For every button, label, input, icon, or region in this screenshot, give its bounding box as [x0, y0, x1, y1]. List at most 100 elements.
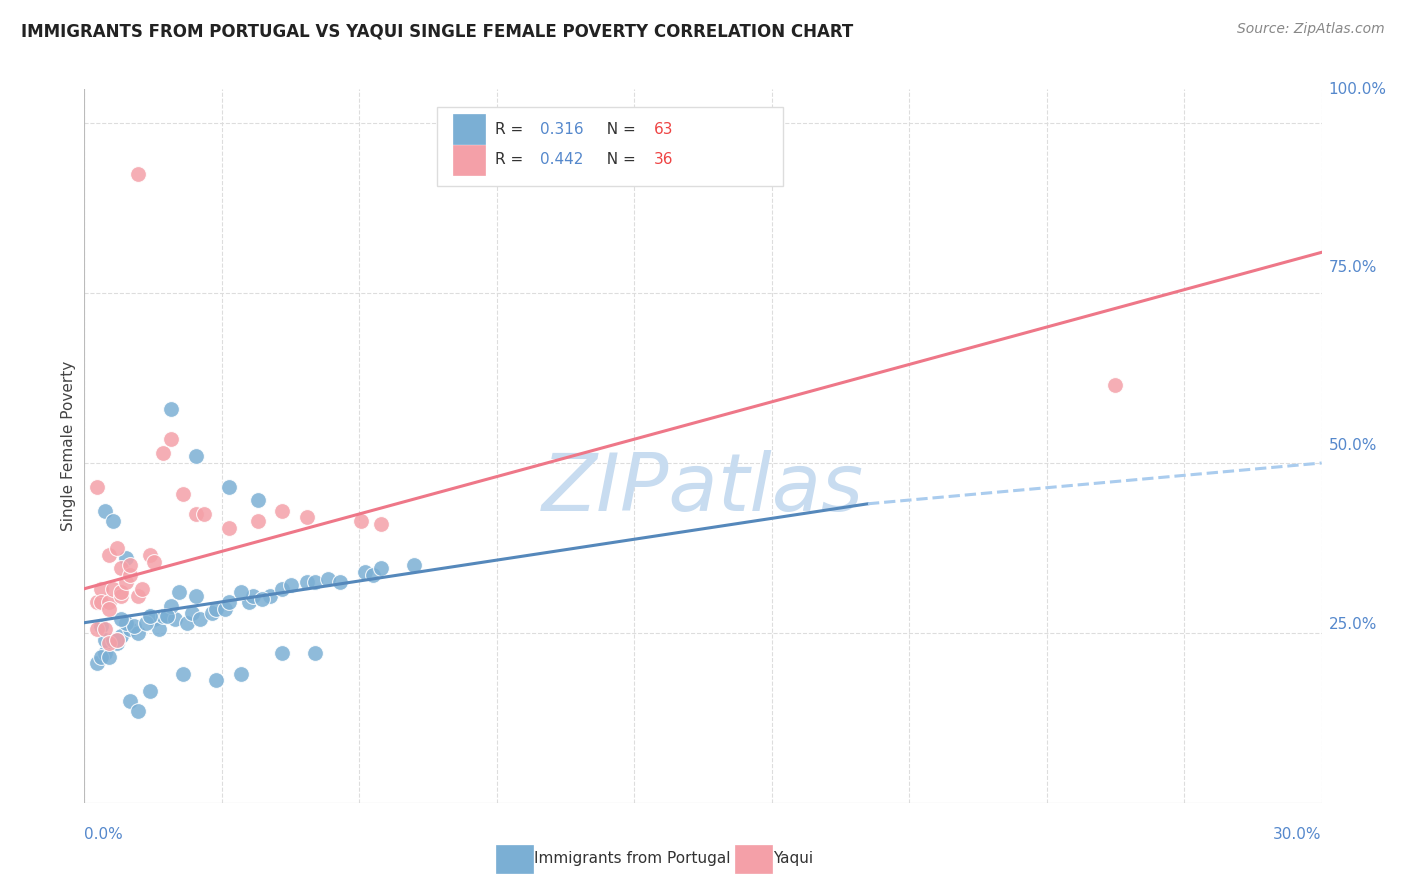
Point — [127, 589, 149, 603]
Point — [98, 595, 121, 609]
Point — [218, 480, 240, 494]
Point — [90, 619, 112, 633]
Point — [152, 608, 174, 623]
Point — [143, 555, 166, 569]
FancyBboxPatch shape — [437, 107, 783, 186]
Point — [110, 585, 132, 599]
Point — [353, 565, 375, 579]
Point — [176, 615, 198, 630]
Point — [350, 514, 373, 528]
Point — [229, 585, 252, 599]
Point — [404, 558, 426, 572]
Point — [152, 446, 174, 460]
Point — [370, 517, 392, 532]
Point — [143, 612, 166, 626]
Point — [86, 623, 108, 637]
Point — [172, 486, 194, 500]
Point — [98, 636, 121, 650]
Point — [156, 608, 179, 623]
Point — [105, 632, 128, 647]
Point — [246, 514, 269, 528]
Point — [94, 646, 117, 660]
Text: ZIPatlas: ZIPatlas — [541, 450, 865, 528]
Point — [139, 608, 162, 623]
Text: 100.0%: 100.0% — [1329, 82, 1386, 96]
Text: 36: 36 — [654, 153, 673, 168]
Point — [160, 599, 183, 613]
Point — [103, 514, 125, 528]
Text: 0.316: 0.316 — [540, 121, 583, 136]
Point — [114, 551, 136, 566]
Point — [94, 503, 117, 517]
Point — [118, 568, 141, 582]
Text: Source: ZipAtlas.com: Source: ZipAtlas.com — [1237, 22, 1385, 37]
Point — [246, 493, 269, 508]
Point — [105, 636, 128, 650]
Point — [229, 666, 252, 681]
Point — [98, 548, 121, 562]
Point — [361, 568, 384, 582]
Point — [114, 574, 136, 589]
Point — [180, 606, 202, 620]
Y-axis label: Single Female Poverty: Single Female Poverty — [60, 361, 76, 531]
Point — [110, 561, 132, 575]
Point — [110, 629, 132, 643]
Point — [110, 589, 132, 603]
Point — [139, 548, 162, 562]
Point — [90, 595, 112, 609]
Point — [280, 578, 302, 592]
Point — [131, 582, 153, 596]
Point — [86, 480, 108, 494]
Point — [184, 449, 207, 463]
Point — [139, 608, 162, 623]
Point — [118, 558, 141, 572]
Point — [127, 704, 149, 718]
Point — [329, 574, 352, 589]
Point — [188, 612, 211, 626]
Text: N =: N = — [596, 153, 640, 168]
Text: 0.0%: 0.0% — [84, 827, 124, 841]
Text: N =: N = — [596, 121, 640, 136]
Text: IMMIGRANTS FROM PORTUGAL VS YAQUI SINGLE FEMALE POVERTY CORRELATION CHART: IMMIGRANTS FROM PORTUGAL VS YAQUI SINGLE… — [21, 22, 853, 40]
Point — [271, 503, 294, 517]
Point — [105, 541, 128, 555]
Point — [156, 608, 179, 623]
Text: 0.442: 0.442 — [540, 153, 583, 168]
Point — [118, 694, 141, 708]
Point — [98, 602, 121, 616]
Point — [94, 632, 117, 647]
Text: 30.0%: 30.0% — [1274, 827, 1322, 841]
Point — [160, 432, 183, 446]
Text: 75.0%: 75.0% — [1329, 260, 1376, 275]
Point — [165, 612, 187, 626]
Point — [193, 507, 215, 521]
Point — [114, 615, 136, 630]
Point — [148, 623, 170, 637]
Point — [167, 585, 190, 599]
Point — [127, 626, 149, 640]
Point — [370, 561, 392, 575]
Text: 50.0%: 50.0% — [1329, 439, 1376, 453]
FancyBboxPatch shape — [453, 114, 485, 145]
Point — [259, 589, 281, 603]
Text: Yaqui: Yaqui — [773, 852, 814, 866]
Point — [172, 666, 194, 681]
Point — [218, 520, 240, 534]
Point — [103, 582, 125, 596]
Point — [86, 657, 108, 671]
Text: R =: R = — [495, 121, 529, 136]
Point — [184, 589, 207, 603]
Point — [201, 606, 224, 620]
Point — [184, 507, 207, 521]
FancyBboxPatch shape — [453, 145, 485, 175]
Text: 25.0%: 25.0% — [1329, 617, 1376, 632]
Point — [205, 602, 228, 616]
Point — [127, 167, 149, 181]
Text: Immigrants from Portugal: Immigrants from Portugal — [534, 852, 731, 866]
Point — [304, 646, 326, 660]
Point — [103, 632, 125, 647]
Text: 63: 63 — [654, 121, 673, 136]
Point — [122, 619, 145, 633]
Point — [90, 649, 112, 664]
Point — [98, 649, 121, 664]
